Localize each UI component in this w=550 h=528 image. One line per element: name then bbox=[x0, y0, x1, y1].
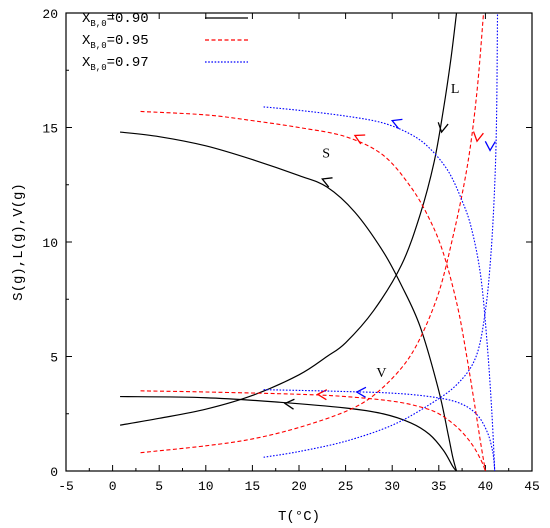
x-tick-label: 30 bbox=[384, 479, 400, 494]
direction-arrow bbox=[316, 389, 328, 401]
annotations: S L V bbox=[322, 82, 459, 381]
x-tick-label: 20 bbox=[291, 479, 307, 494]
x-tick-label: 5 bbox=[155, 479, 163, 494]
series-line-v-2 bbox=[263, 389, 496, 472]
direction-arrow bbox=[321, 177, 333, 188]
x-tick-label: 10 bbox=[198, 479, 214, 494]
x-tick-label: 45 bbox=[524, 479, 540, 494]
x-axis-label: T(°C) bbox=[278, 509, 320, 525]
x-tick-label: 0 bbox=[109, 479, 117, 494]
direction-arrow bbox=[390, 118, 403, 130]
direction-arrow bbox=[484, 140, 496, 152]
curve-label-s: S bbox=[322, 146, 330, 161]
legend-label: XB,0=0.95 bbox=[82, 33, 149, 51]
direction-arrow bbox=[353, 134, 366, 145]
series-line-l-0 bbox=[119, 12, 458, 426]
direction-arrow bbox=[283, 398, 295, 410]
y-tick-label: 15 bbox=[42, 122, 58, 137]
x-tick-label: 25 bbox=[338, 479, 354, 494]
direction-arrow bbox=[472, 131, 484, 143]
x-axis-ticks: -5 0 5 10 15 20 25 30 35 40 45 bbox=[58, 13, 540, 494]
plot-frame bbox=[65, 12, 533, 472]
direction-arrow bbox=[355, 386, 367, 398]
series-layer bbox=[119, 12, 499, 472]
x-tick-label: 35 bbox=[431, 479, 447, 494]
y-tick-label: 10 bbox=[42, 236, 58, 251]
x-tick-label: 40 bbox=[478, 479, 494, 494]
curve-label-v: V bbox=[376, 366, 386, 381]
legend: XB,0=0.90 XB,0=0.95 XB,0=0.97 bbox=[82, 11, 248, 73]
y-tick-label: 20 bbox=[42, 7, 58, 22]
legend-label: XB,0=0.90 bbox=[82, 11, 149, 29]
direction-arrow bbox=[437, 122, 449, 134]
series-line-l-2 bbox=[263, 12, 499, 458]
series-line-s-2 bbox=[263, 106, 496, 472]
y-tick-label: 5 bbox=[50, 351, 58, 366]
y-tick-label: 0 bbox=[50, 465, 58, 480]
x-tick-label: -5 bbox=[58, 479, 74, 494]
y-axis-ticks: 0 5 10 15 20 bbox=[42, 7, 532, 480]
curve-label-l: L bbox=[451, 82, 460, 97]
series-line-v-0 bbox=[120, 395, 457, 472]
x-tick-label: 15 bbox=[245, 479, 261, 494]
y-axis-label: S(g),L(g),V(g) bbox=[11, 183, 27, 301]
series-line-v-1 bbox=[140, 390, 486, 472]
legend-label: XB,0=0.97 bbox=[82, 55, 149, 73]
series-line-s-0 bbox=[119, 131, 458, 472]
series-line-l-1 bbox=[140, 12, 485, 454]
series-line-s-1 bbox=[140, 110, 486, 472]
